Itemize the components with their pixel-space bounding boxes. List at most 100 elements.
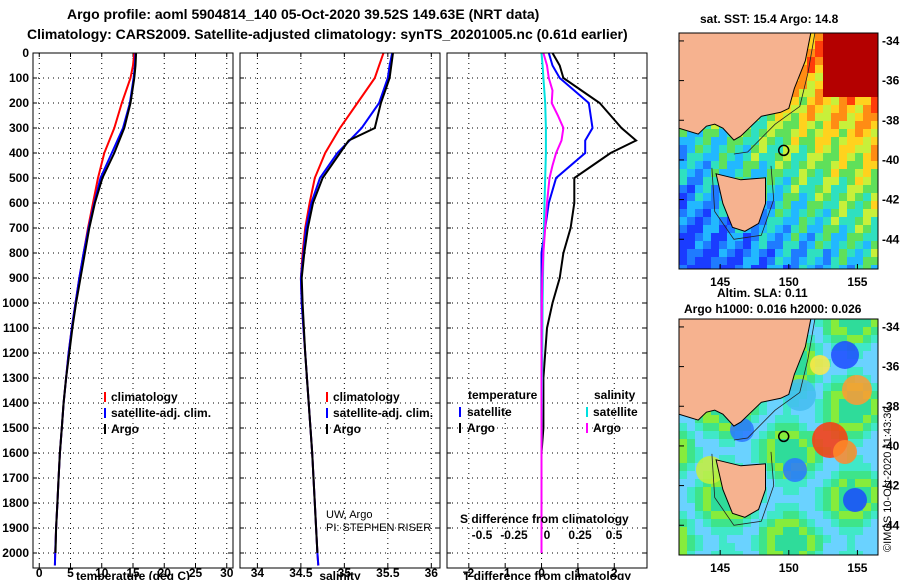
ocean-cell <box>847 209 856 218</box>
ocean-cell <box>679 447 688 456</box>
ocean-cell <box>759 455 768 464</box>
ocean-cell <box>823 471 832 480</box>
ocean-cell <box>679 241 688 250</box>
ocean-cell <box>791 407 800 416</box>
ocean-cell <box>735 241 744 250</box>
ocean-cell <box>791 535 800 544</box>
ocean-cell <box>831 209 840 218</box>
ocean-cell <box>759 447 768 456</box>
ocean-cell <box>847 543 856 552</box>
ocean-cell <box>703 249 712 258</box>
ocean-cell <box>751 543 760 552</box>
ocean-cell <box>863 367 872 376</box>
ocean-cell <box>847 169 856 178</box>
ocean-cell <box>687 415 696 424</box>
ocean-cell <box>759 121 768 130</box>
ocean-cell <box>815 511 824 520</box>
ocean-cell <box>679 423 688 432</box>
ocean-cell <box>711 185 720 194</box>
ocean-cell <box>743 439 752 448</box>
argo-float-marker <box>777 430 790 443</box>
ocean-cell <box>711 415 720 424</box>
ocean-cell <box>831 327 840 336</box>
ocean-cell <box>815 335 824 344</box>
ocean-cell <box>799 535 808 544</box>
ocean-cell <box>855 217 864 226</box>
ocean-cell <box>847 137 856 146</box>
ocean-cell <box>767 503 776 512</box>
ocean-cell <box>791 495 800 504</box>
ocean-cell <box>695 209 704 218</box>
ocean-cell <box>823 535 832 544</box>
ocean-cell <box>775 249 784 258</box>
ocean-cell <box>799 113 808 122</box>
ocean-cell <box>735 265 744 269</box>
ocean-cell <box>823 153 832 162</box>
ocean-cell <box>767 145 776 154</box>
ocean-cell <box>695 225 704 234</box>
ocean-cell <box>855 439 864 448</box>
ocean-cell <box>871 81 878 90</box>
ocean-cell <box>871 41 878 50</box>
ocean-cell <box>791 217 800 226</box>
ocean-cell <box>831 551 840 555</box>
ocean-cell <box>719 519 728 528</box>
ocean-cell <box>863 479 872 488</box>
depth-tick-label: 1600 <box>2 446 29 460</box>
ocean-cell <box>687 495 696 504</box>
ocean-cell <box>847 185 856 194</box>
difference-panel: -2 -1 0 1 2T difference from climatology <box>446 52 648 580</box>
ocean-cell <box>703 129 712 138</box>
ocean-cell <box>703 423 712 432</box>
ocean-cell <box>711 495 720 504</box>
ocean-cell <box>807 511 816 520</box>
ocean-cell <box>687 241 696 250</box>
ocean-cell <box>847 415 856 424</box>
ocean-cell <box>743 153 752 162</box>
ocean-cell <box>799 105 808 114</box>
ocean-cell <box>767 153 776 162</box>
ocean-cell <box>863 423 872 432</box>
ocean-cell <box>815 105 824 114</box>
ocean-cell <box>727 145 736 154</box>
ocean-cell <box>703 241 712 250</box>
ocean-cell <box>711 431 720 440</box>
ocean-cell <box>823 113 832 122</box>
ocean-cell <box>863 57 872 66</box>
ocean-cell <box>735 543 744 552</box>
ocean-cell <box>767 177 776 186</box>
ocean-cell <box>855 407 864 416</box>
ocean-cell <box>751 145 760 154</box>
ocean-cell <box>679 463 688 472</box>
map-y-tick-label: -40 <box>882 153 900 167</box>
ocean-cell <box>775 185 784 194</box>
ocean-cell <box>807 217 816 226</box>
ocean-cell <box>799 479 808 488</box>
ocean-cell <box>687 185 696 194</box>
ocean-cell <box>687 201 696 210</box>
ocean-cell <box>767 527 776 536</box>
ocean-cell <box>799 367 808 376</box>
ocean-cell <box>727 519 736 528</box>
ocean-cell <box>799 153 808 162</box>
ocean-cell <box>815 519 824 528</box>
x-tick-label: 30 <box>220 566 234 580</box>
ocean-cell <box>767 241 776 250</box>
ocean-cell <box>839 145 848 154</box>
ocean-cell <box>711 201 720 210</box>
ocean-cell <box>855 177 864 186</box>
ocean-cell <box>863 225 872 234</box>
ocean-cell <box>847 97 856 106</box>
ocean-cell <box>823 407 832 416</box>
ocean-cell <box>839 193 848 202</box>
ocean-cell <box>791 177 800 186</box>
ocean-cell <box>839 257 848 266</box>
ocean-cell <box>767 201 776 210</box>
tasmania-landmass <box>715 459 766 518</box>
ocean-cell <box>679 249 688 258</box>
ocean-cell <box>831 121 840 130</box>
ocean-cell <box>863 471 872 480</box>
ocean-cell <box>695 185 704 194</box>
x-tick-label: 34.5 <box>289 566 313 580</box>
ocean-cell <box>759 233 768 242</box>
